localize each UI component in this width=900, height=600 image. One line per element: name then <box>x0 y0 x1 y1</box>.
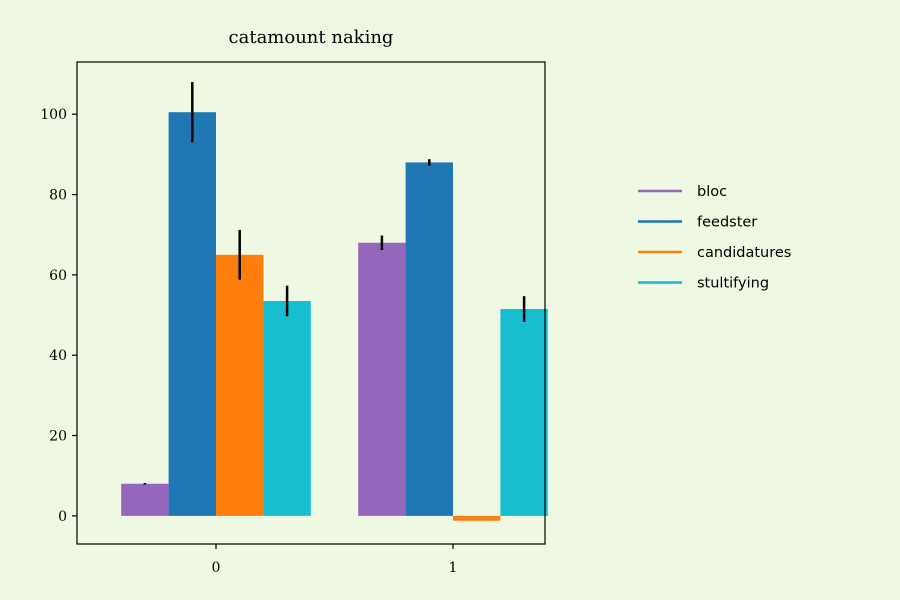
plot-background <box>77 62 545 544</box>
y-tick-label: 20 <box>49 429 67 445</box>
legend-label-feedster: feedster <box>697 215 757 231</box>
x-tick-label: 0 <box>212 560 221 576</box>
plot-frame <box>76 61 546 545</box>
y-tick-label: 60 <box>49 268 67 284</box>
bar-feedster-1 <box>405 162 453 516</box>
legend-label-bloc: bloc <box>697 184 727 200</box>
y-tick-label: 40 <box>49 348 67 364</box>
bar-stultifying-1 <box>500 309 548 516</box>
legend-label-stultifying: stultifying <box>697 276 769 292</box>
bar-feedster-0 <box>168 112 216 516</box>
bar-bloc-1 <box>358 242 406 516</box>
y-axis: 0 20 40 60 80 100 <box>40 107 77 525</box>
bar-bloc-0 <box>121 483 169 516</box>
y-tick-label: 80 <box>49 188 67 204</box>
bar-candidatures-0 <box>216 254 264 516</box>
bar-stultifying-0 <box>263 300 311 516</box>
y-tick-label: 0 <box>58 509 67 525</box>
bar-candidatures-1 <box>453 515 501 521</box>
y-tick-label: 100 <box>40 107 67 123</box>
legend: bloc feedster candidatures stultifying <box>638 184 791 292</box>
chart-title: catamount naking <box>229 27 394 48</box>
error-bars-layer <box>143 82 526 485</box>
legend-label-candidatures: candidatures <box>697 245 791 261</box>
x-tick-label: 1 <box>449 560 458 576</box>
bars-layer <box>121 112 548 521</box>
